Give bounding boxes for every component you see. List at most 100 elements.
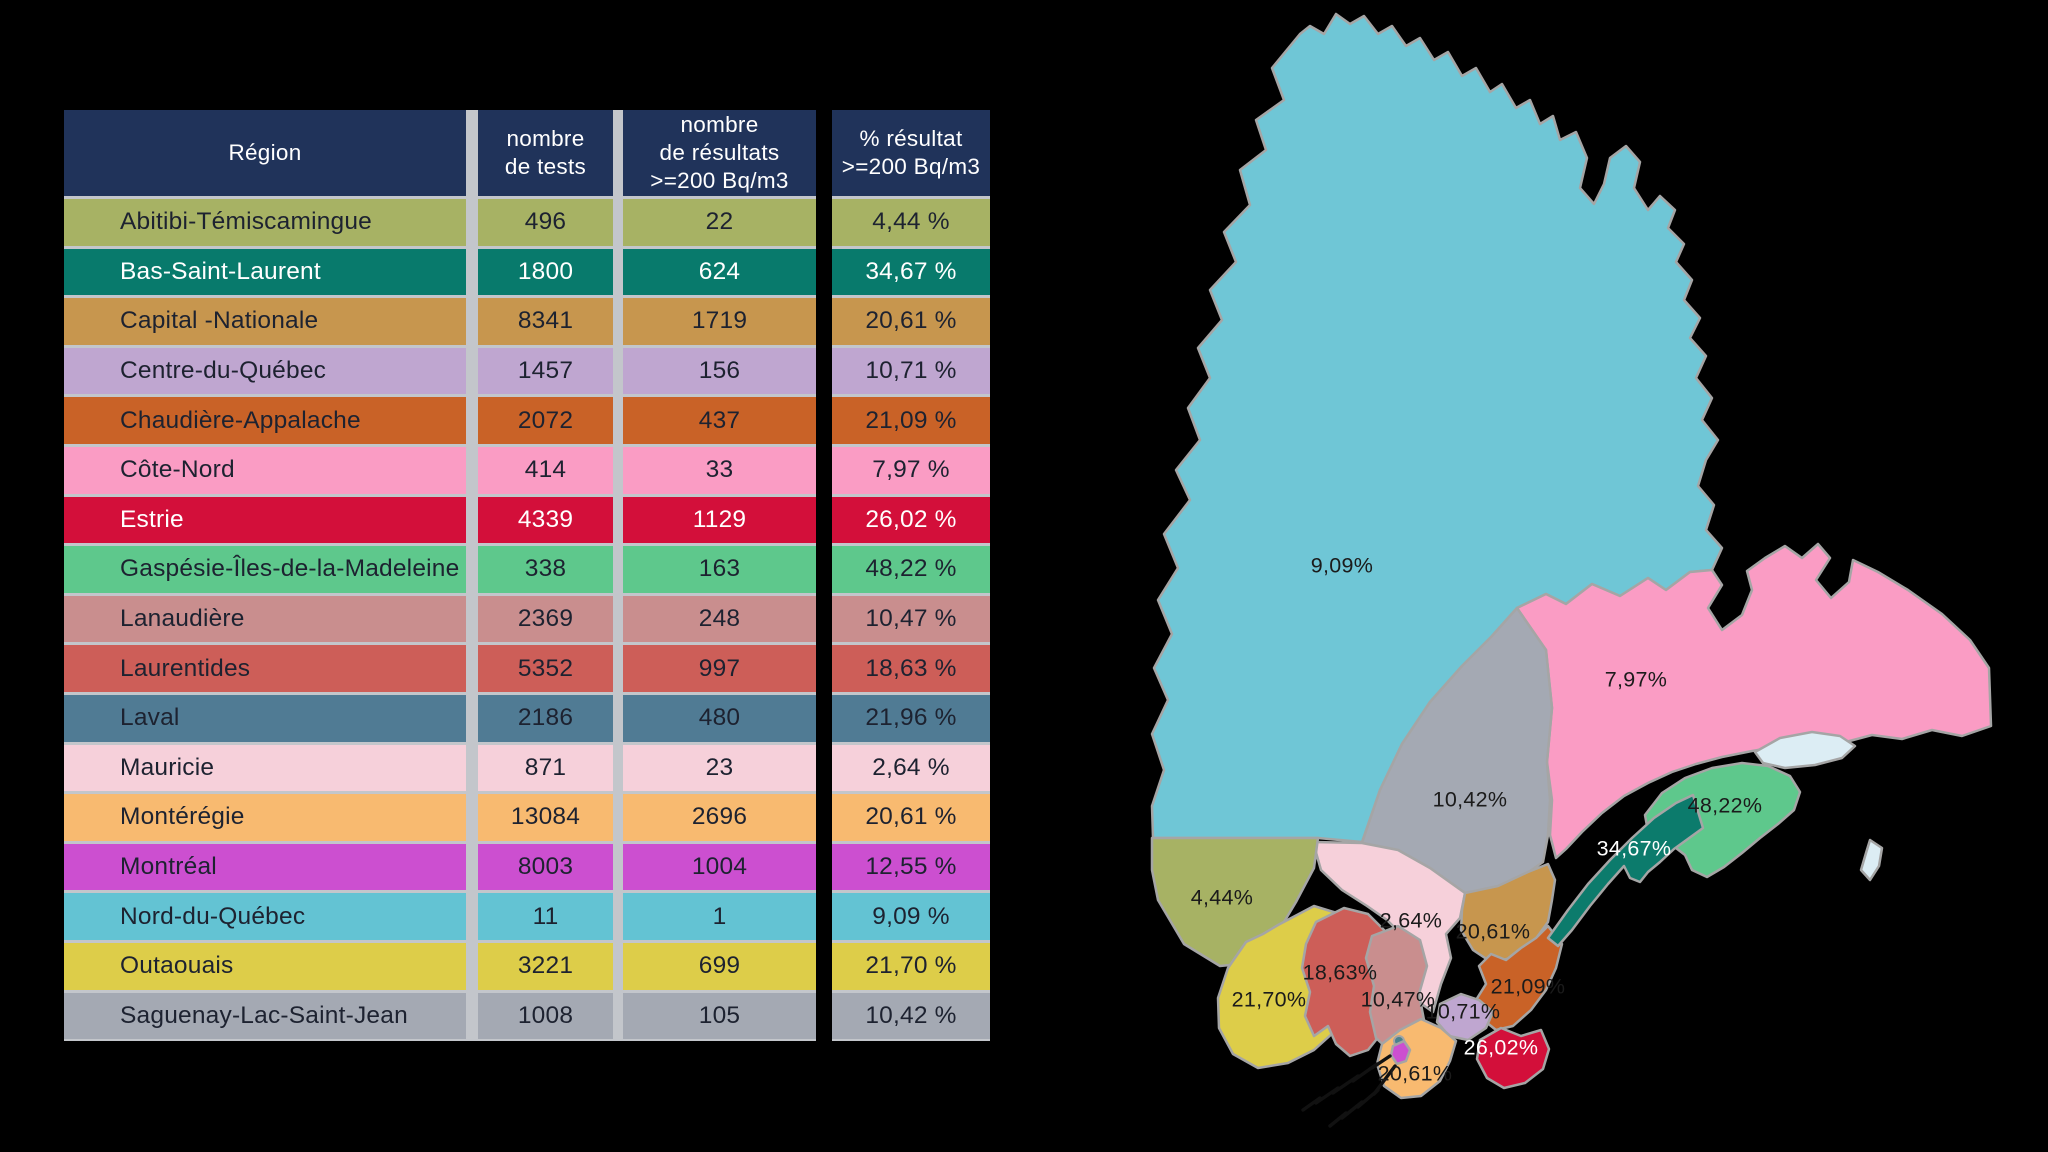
region-estrie xyxy=(1475,1026,1551,1090)
pct-column-divider xyxy=(816,110,832,1041)
results-count-cell: 1129 xyxy=(623,496,816,544)
region-name-cell: Montréal xyxy=(64,843,466,891)
tests-count-cell: 414 xyxy=(478,446,613,494)
results-count-cell: 23 xyxy=(623,744,816,792)
region-name-cell: Outaouais xyxy=(64,942,466,990)
map-percentage-label: 10,42% xyxy=(1432,787,1508,812)
pct-cell: 20,61 % xyxy=(832,794,990,841)
tests-count-cell: 8341 xyxy=(478,298,613,345)
table-row: Mauricie 871 23 2,64 % xyxy=(64,744,990,792)
pct-cell: 12,55 % xyxy=(832,843,990,891)
results-count-cell: 480 xyxy=(623,694,816,742)
map-percentage-label: 10,47% xyxy=(1360,987,1436,1012)
column-gap xyxy=(466,249,478,296)
tests-count-cell: 1457 xyxy=(478,347,613,395)
tests-count-cell: 1008 xyxy=(478,992,613,1040)
tests-count-cell: 2072 xyxy=(478,397,613,444)
results-count-cell: 1 xyxy=(623,893,816,940)
column-gap xyxy=(613,110,623,196)
table-row: Centre-du-Québec 1457 156 10,71 % xyxy=(64,347,990,395)
column-header-tests: nombre de tests xyxy=(478,110,613,196)
column-gap xyxy=(613,447,623,494)
column-gap xyxy=(613,497,623,544)
map-percentage-label: 34,67% xyxy=(1596,836,1672,861)
map-percentage-label: 48,22% xyxy=(1687,793,1763,818)
tests-count-cell: 11 xyxy=(478,893,613,940)
column-gap xyxy=(613,893,623,940)
pct-cell: 21,09 % xyxy=(832,397,990,444)
region-name-cell: Laval xyxy=(64,694,466,742)
pct-cell: 21,70 % xyxy=(832,942,990,990)
region-anticosti-island xyxy=(1753,730,1857,770)
column-gap xyxy=(613,249,623,296)
pct-cell: 34,67 % xyxy=(832,248,990,296)
results-count-cell: 1719 xyxy=(623,298,816,345)
tests-count-cell: 1800 xyxy=(478,248,613,296)
region-nord-du-quebec xyxy=(1150,12,1724,844)
region-name-cell: Montérégie xyxy=(64,794,466,841)
column-gap xyxy=(613,844,623,891)
column-gap xyxy=(466,893,478,940)
pct-cell: 20,61 % xyxy=(832,298,990,345)
region-name-cell: Lanaudière xyxy=(64,595,466,643)
pct-cell: 10,47 % xyxy=(832,595,990,643)
table-row: Montréal 8003 1004 12,55 % xyxy=(64,843,990,891)
column-header-results: nombre de résultats >=200 Bq/m3 xyxy=(623,110,816,196)
tests-count-cell: 5352 xyxy=(478,645,613,692)
table-header-row: Région nombre de tests nombre de résulta… xyxy=(64,110,990,196)
column-gap xyxy=(613,745,623,792)
column-gap xyxy=(613,695,623,742)
annotation-arrow-laval xyxy=(1328,1064,1397,1128)
column-header-pct: % résultat >=200 Bq/m3 xyxy=(832,110,990,196)
column-gap xyxy=(466,943,478,990)
region-cote-nord xyxy=(1515,542,1993,860)
column-gap xyxy=(466,397,478,444)
results-count-cell: 699 xyxy=(623,942,816,990)
column-gap xyxy=(613,397,623,444)
column-gap xyxy=(613,546,623,593)
table-row: Laval 2186 480 21,96 % xyxy=(64,694,990,742)
column-gap xyxy=(613,199,623,246)
table-row: Bas-Saint-Laurent 1800 624 34,67 % xyxy=(64,248,990,296)
tests-count-cell: 871 xyxy=(478,744,613,792)
map-percentage-label: 18,63% xyxy=(1302,960,1378,985)
table-row: Montérégie 13084 2696 20,61 % xyxy=(64,794,990,841)
pct-cell: 21,96 % xyxy=(832,694,990,742)
column-gap xyxy=(613,645,623,692)
column-gap xyxy=(613,794,623,841)
results-count-cell: 248 xyxy=(623,595,816,643)
table-row: Capital -Nationale 8341 1719 20,61 % xyxy=(64,298,990,345)
map-percentage-label: 21,70% xyxy=(1231,987,1307,1012)
map-percentage-label: 26,02% xyxy=(1463,1035,1539,1060)
region-name-cell: Estrie xyxy=(64,496,466,544)
region-laurentides xyxy=(1300,906,1392,1058)
tests-count-cell: 3221 xyxy=(478,942,613,990)
results-count-cell: 163 xyxy=(623,546,816,593)
column-gap xyxy=(466,110,478,196)
region-bas-saint-laurent xyxy=(1546,793,1705,948)
table-row: Gaspésie-Îles-de-la-Madeleine 338 163 48… xyxy=(64,546,990,593)
column-gap xyxy=(466,497,478,544)
region-name-cell: Nord-du-Québec xyxy=(64,893,466,940)
map-percentage-label: 9,09% xyxy=(1310,553,1374,578)
column-gap xyxy=(613,993,623,1040)
map-percentage-label: 7,97% xyxy=(1604,667,1668,692)
map-percentage-label: 4,44% xyxy=(1190,885,1254,910)
column-gap xyxy=(466,645,478,692)
column-gap xyxy=(466,745,478,792)
region-name-cell: Saguenay-Lac-Saint-Jean xyxy=(64,992,466,1040)
region-name-cell: Mauricie xyxy=(64,744,466,792)
tests-count-cell: 8003 xyxy=(478,843,613,891)
table-row: Nord-du-Québec 11 1 9,09 % xyxy=(64,893,990,940)
column-gap xyxy=(466,993,478,1040)
column-gap xyxy=(613,298,623,345)
table-row: Chaudière-Appalache 2072 437 21,09 % xyxy=(64,397,990,444)
pct-cell: 4,44 % xyxy=(832,199,990,246)
column-gap xyxy=(613,596,623,643)
column-gap xyxy=(466,695,478,742)
tests-count-cell: 2186 xyxy=(478,694,613,742)
table-row: Outaouais 3221 699 21,70 % xyxy=(64,942,990,990)
quebec-map-svg xyxy=(1150,12,1993,1128)
region-name-cell: Centre-du-Québec xyxy=(64,347,466,395)
results-count-cell: 437 xyxy=(623,397,816,444)
